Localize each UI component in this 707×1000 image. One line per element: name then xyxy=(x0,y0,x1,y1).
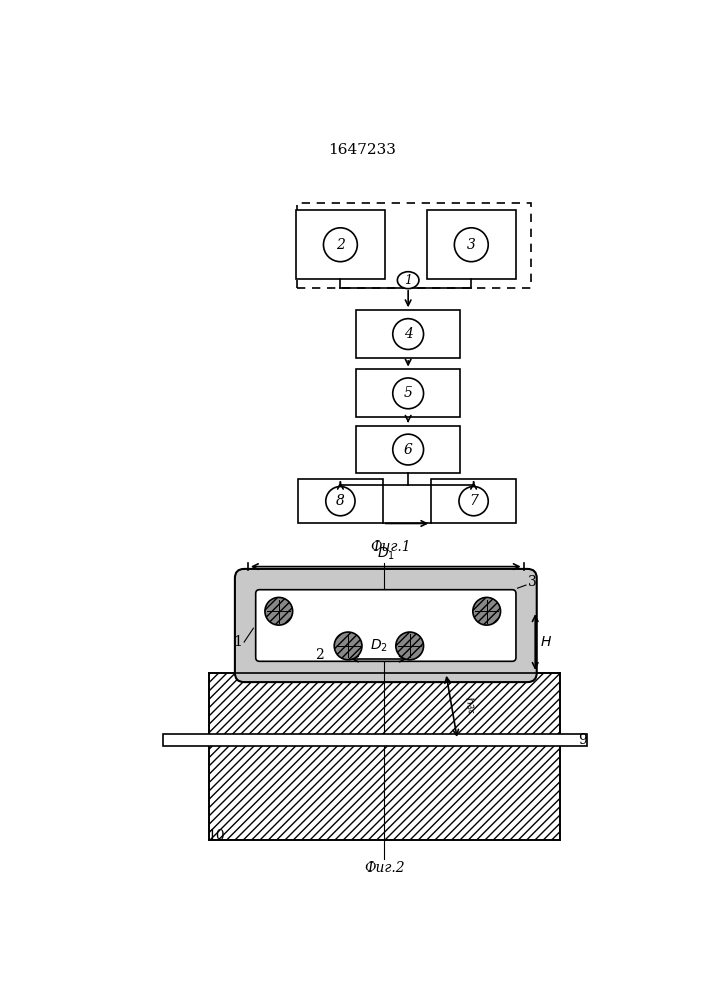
Text: $H$: $H$ xyxy=(540,635,552,649)
Text: 1: 1 xyxy=(233,635,243,649)
Text: 10: 10 xyxy=(207,829,224,843)
Circle shape xyxy=(326,487,355,516)
Bar xyxy=(356,310,460,358)
Circle shape xyxy=(393,378,423,409)
Text: 1647233: 1647233 xyxy=(328,143,396,157)
Circle shape xyxy=(473,597,501,625)
Bar xyxy=(427,210,515,279)
Bar xyxy=(296,203,530,288)
Circle shape xyxy=(334,632,362,660)
Circle shape xyxy=(393,434,423,465)
FancyBboxPatch shape xyxy=(256,590,516,661)
Bar xyxy=(163,734,587,746)
Circle shape xyxy=(324,228,357,262)
Circle shape xyxy=(396,632,423,660)
Text: 8: 8 xyxy=(336,494,345,508)
Text: 7: 7 xyxy=(469,494,478,508)
Text: 1: 1 xyxy=(404,274,412,287)
Text: 4: 4 xyxy=(404,327,413,341)
Bar xyxy=(296,210,385,279)
Bar xyxy=(431,479,516,523)
Text: $h_{3c}$: $h_{3c}$ xyxy=(461,695,479,716)
Ellipse shape xyxy=(397,272,419,289)
Bar xyxy=(298,479,382,523)
Text: 2: 2 xyxy=(315,648,324,662)
Text: 5: 5 xyxy=(404,386,413,400)
Text: 2: 2 xyxy=(336,238,345,252)
Circle shape xyxy=(455,228,489,262)
Circle shape xyxy=(459,487,489,516)
Text: 6: 6 xyxy=(404,443,413,457)
Circle shape xyxy=(393,319,423,349)
Text: Фиг.2: Фиг.2 xyxy=(364,861,404,875)
FancyBboxPatch shape xyxy=(235,569,537,682)
Text: 3: 3 xyxy=(467,238,476,252)
Bar xyxy=(356,369,460,417)
Text: 9: 9 xyxy=(578,733,588,747)
Bar xyxy=(209,673,560,736)
Text: Фиг.1: Фиг.1 xyxy=(370,540,411,554)
Text: $D_2$: $D_2$ xyxy=(370,638,388,654)
Bar xyxy=(209,744,560,840)
Circle shape xyxy=(265,597,293,625)
Text: 3: 3 xyxy=(527,575,537,589)
Text: $D_1$: $D_1$ xyxy=(377,546,395,562)
Bar xyxy=(356,426,460,473)
